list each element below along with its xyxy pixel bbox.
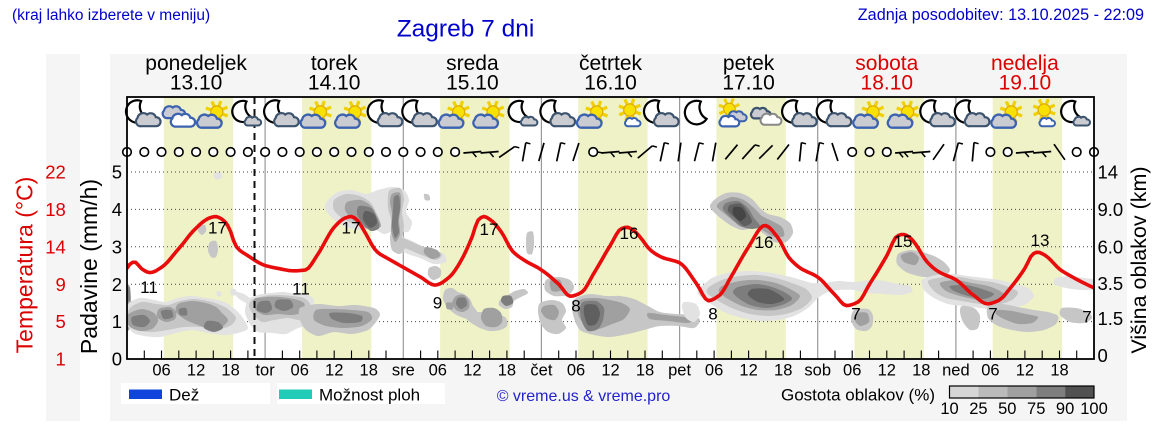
svg-text:18: 18 xyxy=(221,362,239,380)
svg-text:17: 17 xyxy=(480,220,499,239)
svg-text:Zadnja posodobitev: 13.10.2025: Zadnja posodobitev: 13.10.2025 - 22:09 xyxy=(858,6,1144,24)
svg-text:75: 75 xyxy=(1027,400,1045,418)
svg-text:torek: torek xyxy=(311,52,358,75)
svg-text:12: 12 xyxy=(463,362,481,380)
svg-text:19.10: 19.10 xyxy=(999,72,1052,95)
svg-text:100: 100 xyxy=(1080,400,1108,418)
svg-text:četrtek: četrtek xyxy=(579,52,643,75)
svg-text:18: 18 xyxy=(774,362,792,380)
svg-text:čet: čet xyxy=(530,362,552,380)
svg-text:(kraj lahko izberete v meniju): (kraj lahko izberete v meniju) xyxy=(12,7,210,24)
svg-text:9.0: 9.0 xyxy=(1098,199,1124,220)
svg-text:9: 9 xyxy=(433,294,442,313)
svg-text:8: 8 xyxy=(708,305,717,324)
svg-text:1.5: 1.5 xyxy=(1098,308,1124,329)
svg-text:5: 5 xyxy=(112,162,122,183)
svg-text:© vreme.us & vreme.pro: © vreme.us & vreme.pro xyxy=(497,388,671,405)
svg-text:petek: petek xyxy=(723,52,775,75)
svg-text:7: 7 xyxy=(988,305,997,324)
svg-text:06: 06 xyxy=(981,362,999,380)
svg-text:Gostota oblakov (%): Gostota oblakov (%) xyxy=(781,386,935,405)
svg-text:1: 1 xyxy=(112,311,122,332)
svg-text:12: 12 xyxy=(601,362,619,380)
svg-text:pet: pet xyxy=(668,362,691,380)
svg-text:18: 18 xyxy=(45,199,66,220)
svg-text:Dež: Dež xyxy=(169,386,199,405)
svg-text:13: 13 xyxy=(1031,231,1050,250)
svg-text:06: 06 xyxy=(429,362,447,380)
svg-text:14: 14 xyxy=(1098,162,1119,183)
svg-text:17: 17 xyxy=(342,219,361,238)
svg-text:nedelja: nedelja xyxy=(991,52,1059,75)
svg-text:17: 17 xyxy=(208,219,227,238)
svg-text:3: 3 xyxy=(112,236,122,257)
svg-text:14: 14 xyxy=(45,236,66,257)
svg-text:5: 5 xyxy=(56,311,66,332)
svg-text:7: 7 xyxy=(1082,308,1091,327)
svg-text:18: 18 xyxy=(498,362,516,380)
svg-text:2: 2 xyxy=(112,274,122,295)
svg-text:12: 12 xyxy=(739,362,757,380)
svg-text:Padavine (mm/h): Padavine (mm/h) xyxy=(76,179,102,354)
svg-text:15: 15 xyxy=(894,232,913,251)
svg-text:Temperatura (°C): Temperatura (°C) xyxy=(12,177,38,354)
svg-text:1: 1 xyxy=(56,349,66,370)
svg-text:Zagreb 7 dni: Zagreb 7 dni xyxy=(397,16,535,43)
svg-text:sob: sob xyxy=(804,362,831,380)
svg-text:10: 10 xyxy=(940,400,958,418)
svg-text:3.5: 3.5 xyxy=(1098,273,1124,294)
svg-text:11: 11 xyxy=(140,278,158,297)
svg-text:06: 06 xyxy=(567,362,585,380)
svg-text:0: 0 xyxy=(112,349,122,370)
svg-text:18: 18 xyxy=(912,362,930,380)
svg-text:14.10: 14.10 xyxy=(308,72,361,95)
svg-text:18: 18 xyxy=(636,362,654,380)
svg-text:11: 11 xyxy=(292,280,310,299)
svg-text:0: 0 xyxy=(1098,345,1108,366)
svg-text:06: 06 xyxy=(152,362,170,380)
svg-text:sobota: sobota xyxy=(855,52,918,75)
svg-text:tor: tor xyxy=(255,362,275,380)
svg-text:18: 18 xyxy=(360,362,378,380)
svg-text:4: 4 xyxy=(112,199,122,220)
svg-text:25: 25 xyxy=(969,400,987,418)
svg-text:06: 06 xyxy=(843,362,861,380)
svg-text:12: 12 xyxy=(878,362,896,380)
svg-text:12: 12 xyxy=(1016,362,1034,380)
svg-text:16: 16 xyxy=(755,233,774,252)
svg-text:17.10: 17.10 xyxy=(722,72,775,95)
svg-text:Možnost ploh: Možnost ploh xyxy=(319,386,420,405)
svg-text:16: 16 xyxy=(620,224,639,243)
svg-text:15.10: 15.10 xyxy=(446,72,499,95)
svg-text:7: 7 xyxy=(851,305,860,324)
svg-text:22: 22 xyxy=(45,162,66,183)
svg-text:6.0: 6.0 xyxy=(1098,236,1124,257)
svg-text:8: 8 xyxy=(571,297,580,316)
svg-text:sreda: sreda xyxy=(446,52,499,75)
svg-text:9: 9 xyxy=(56,274,66,295)
svg-text:18.10: 18.10 xyxy=(861,72,914,95)
svg-text:06: 06 xyxy=(291,362,309,380)
svg-text:12: 12 xyxy=(187,362,205,380)
svg-text:06: 06 xyxy=(705,362,723,380)
svg-text:16.10: 16.10 xyxy=(584,72,637,95)
svg-text:Višina oblakov (km): Višina oblakov (km) xyxy=(1127,166,1151,353)
svg-text:12: 12 xyxy=(325,362,343,380)
svg-text:18: 18 xyxy=(1050,362,1068,380)
svg-text:ned: ned xyxy=(942,362,970,380)
svg-text:13.10: 13.10 xyxy=(170,72,223,95)
svg-text:50: 50 xyxy=(998,400,1016,418)
svg-text:90: 90 xyxy=(1056,400,1074,418)
svg-text:sre: sre xyxy=(392,362,415,380)
svg-text:ponedeljek: ponedeljek xyxy=(145,52,247,75)
